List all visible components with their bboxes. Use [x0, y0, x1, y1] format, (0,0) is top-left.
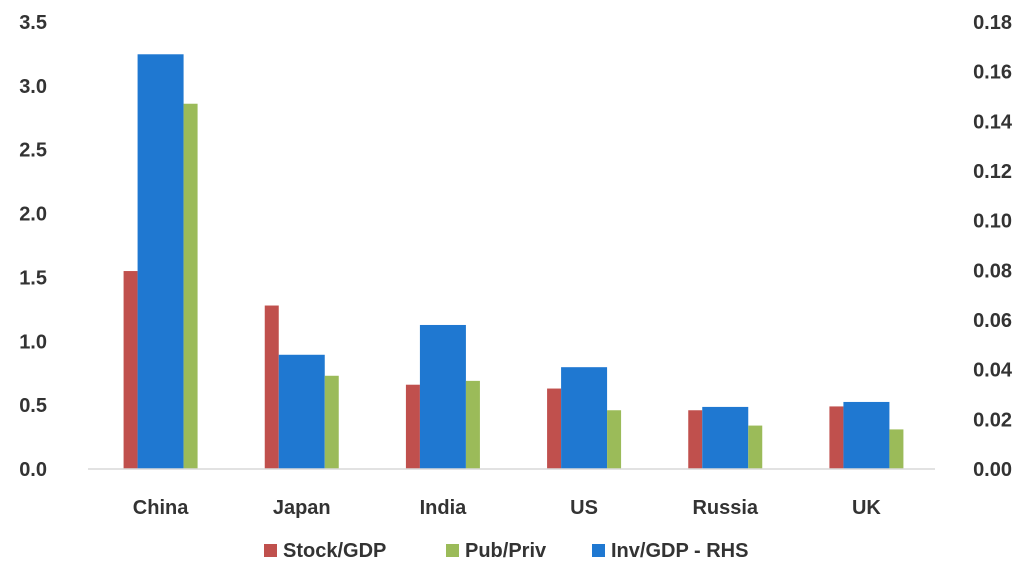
bar-pub-priv-us [607, 410, 622, 469]
bar-pub-priv-russia [748, 425, 763, 469]
right-tick-label: 0.02 [973, 409, 1012, 431]
left-tick-label: 0.5 [19, 395, 47, 417]
category-labels: China Japan India US Russia UK [133, 497, 882, 519]
category-label: Russia [692, 497, 758, 519]
bar-inv-gdp-rhs-india [419, 324, 466, 469]
category-label: China [133, 497, 189, 519]
left-tick-label: 2.5 [19, 140, 47, 162]
category-label: India [420, 497, 468, 519]
right-tick-label: 0.06 [973, 310, 1012, 332]
left-axis-ticks: 0.0 0.5 1.0 1.5 2.0 2.5 3.0 3.5 [19, 12, 47, 481]
right-tick-label: 0.00 [973, 459, 1012, 481]
right-tick-label: 0.12 [973, 161, 1012, 183]
bar-stock-gdp-japan [264, 305, 279, 469]
legend-swatch [592, 544, 605, 557]
bar-inv-gdp-rhs-china [137, 54, 184, 470]
right-tick-label: 0.16 [973, 62, 1012, 84]
left-tick-label: 2.0 [19, 204, 47, 226]
bar-pub-priv-japan [324, 375, 339, 469]
legend-label: Pub/Priv [465, 540, 547, 562]
category-label: UK [852, 497, 881, 519]
legend-swatch [446, 544, 459, 557]
bar-inv-gdp-rhs-russia [702, 406, 749, 469]
bar-stock-gdp-russia [688, 410, 703, 469]
right-tick-label: 0.18 [973, 12, 1012, 34]
bar-inv-gdp-rhs-us [561, 367, 608, 469]
category-label: US [570, 497, 598, 519]
bar-stock-gdp-india [405, 384, 420, 469]
category-label: Japan [273, 497, 331, 519]
bars [123, 54, 904, 470]
legend-swatch [264, 544, 277, 557]
legend-label: Inv/GDP - RHS [611, 540, 748, 562]
bar-pub-priv-india [465, 380, 480, 469]
left-tick-label: 1.0 [19, 331, 47, 353]
bar-inv-gdp-rhs-japan [278, 354, 325, 469]
right-tick-label: 0.04 [973, 360, 1013, 382]
bar-stock-gdp-china [123, 271, 138, 469]
legend: Stock/GDP Pub/Priv Inv/GDP - RHS [264, 540, 748, 562]
bar-pub-priv-uk [889, 429, 904, 469]
bar-stock-gdp-us [547, 388, 562, 469]
right-axis-ticks: 0.00 0.02 0.04 0.06 0.08 0.10 0.12 0.14 0.16 0.18 [973, 12, 1013, 481]
bar-inv-gdp-rhs-uk [843, 401, 890, 469]
right-tick-label: 0.08 [973, 260, 1012, 282]
left-tick-label: 1.5 [19, 267, 47, 289]
left-tick-label: 0.0 [19, 459, 47, 481]
left-tick-label: 3.0 [19, 76, 47, 98]
right-tick-label: 0.14 [973, 111, 1013, 133]
right-tick-label: 0.10 [973, 211, 1012, 233]
bar-pub-priv-china [183, 103, 198, 469]
bar-stock-gdp-uk [829, 406, 844, 469]
left-tick-label: 3.5 [19, 12, 47, 34]
legend-label: Stock/GDP [283, 540, 386, 562]
